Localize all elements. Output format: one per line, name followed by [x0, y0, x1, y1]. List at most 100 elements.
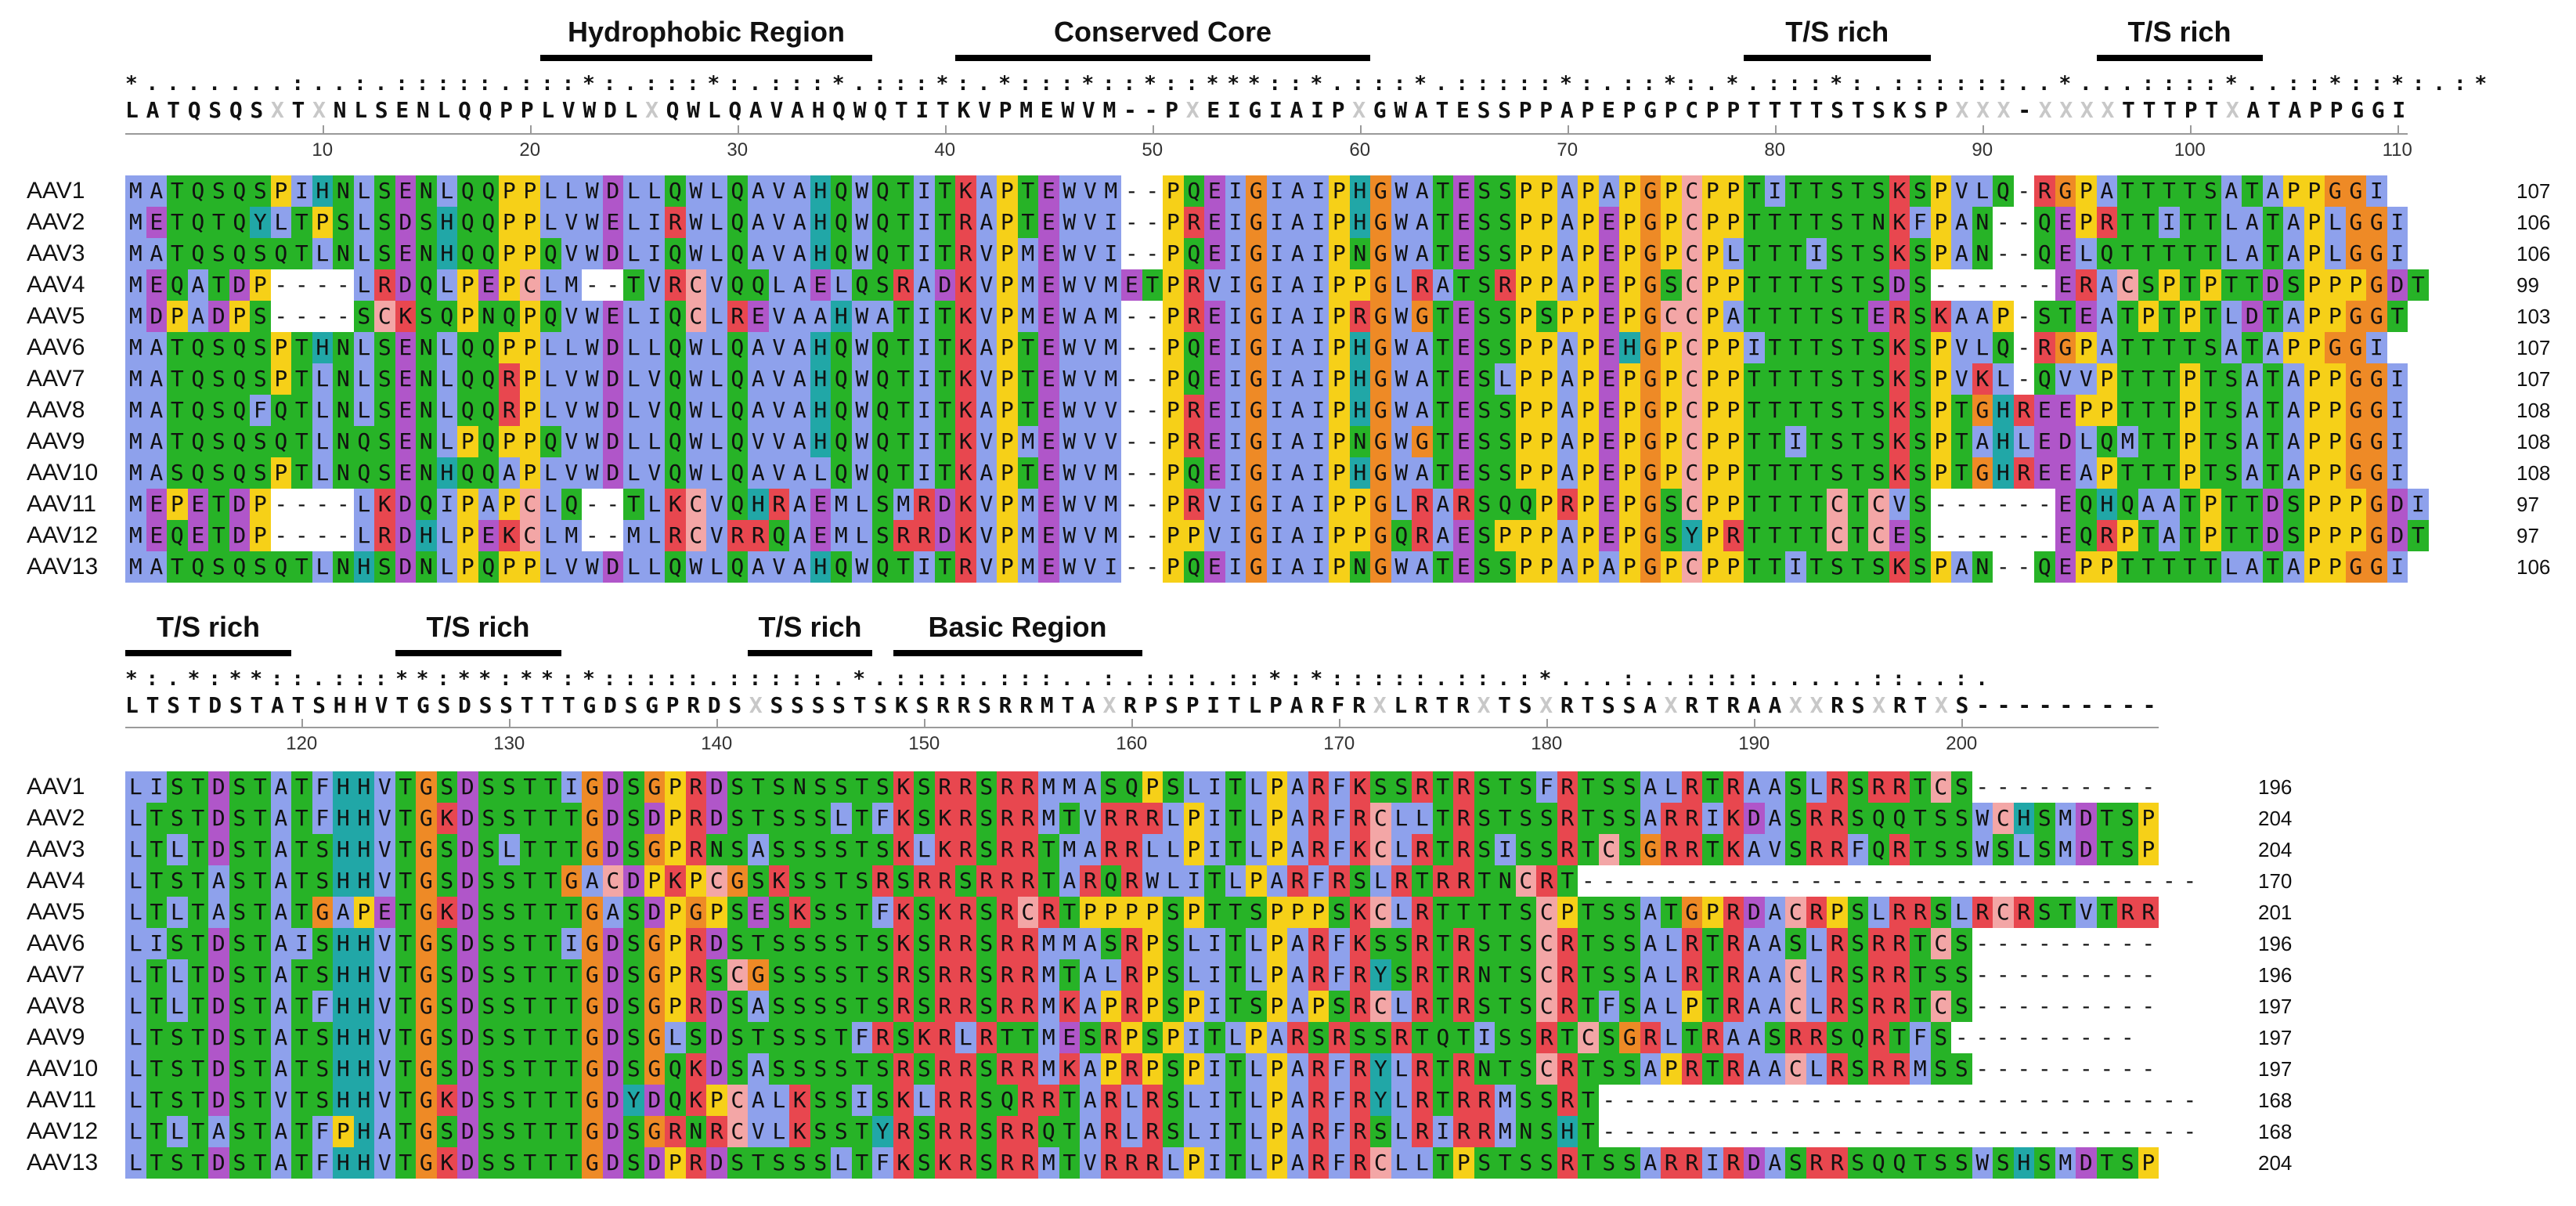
residue: W	[582, 301, 603, 332]
residue: A	[2096, 175, 2117, 207]
residue: L	[312, 363, 333, 395]
residue: A	[2283, 207, 2304, 238]
residue: R	[1100, 1085, 1121, 1116]
residue: A	[748, 1053, 769, 1085]
residue: T	[851, 991, 872, 1022]
residue: Q	[665, 551, 686, 583]
residue: C	[685, 489, 706, 520]
residue: T	[146, 1085, 167, 1116]
consensus-residue: P	[1268, 692, 1290, 718]
residue: A	[2242, 551, 2263, 583]
residue: S	[1827, 395, 1848, 426]
residue: -	[1664, 868, 1678, 894]
residue: -	[2037, 993, 2051, 1019]
residue: -	[2037, 962, 2051, 988]
residue: T	[2262, 301, 2283, 332]
residue: P	[2345, 489, 2366, 520]
residue: S	[1785, 803, 1806, 834]
residue: S	[955, 865, 976, 897]
residue: N	[1349, 551, 1370, 583]
residue: S	[872, 959, 893, 991]
residue: S	[2034, 1147, 2055, 1179]
residue: S	[976, 897, 997, 928]
consensus-residue: L	[125, 97, 146, 123]
residue: L	[125, 1147, 146, 1179]
residue: S	[1515, 928, 1536, 959]
residue: C	[1017, 897, 1038, 928]
residue: L	[644, 489, 665, 520]
residue: L	[125, 1053, 146, 1085]
residue: S	[1515, 897, 1536, 928]
residue: A	[789, 363, 810, 395]
residue: P	[1930, 332, 1951, 363]
residue: S	[2034, 803, 2055, 834]
consensus-residue: P	[1705, 97, 1727, 123]
consensus-sequence: LATQSQSXTXNLSENLQQPPLVWDLXQWLQAVAHQWQTIT…	[125, 97, 2413, 124]
residue: E	[810, 269, 831, 301]
residue: T	[1495, 897, 1516, 928]
residue: R	[2013, 457, 2034, 489]
residue: P	[1661, 238, 1682, 269]
consensus-residue: -	[1997, 692, 2019, 718]
residue: E	[1038, 207, 1059, 238]
consensus-residue: X	[749, 692, 770, 718]
residue: -	[1830, 1087, 1844, 1113]
residue: -	[2120, 930, 2134, 956]
residue: -	[1664, 1087, 1678, 1113]
residue: S	[1163, 1116, 1184, 1147]
consensus-residue: A	[749, 97, 770, 123]
residue: -	[316, 522, 330, 548]
residue: T	[1059, 1116, 1080, 1147]
residue: A	[1640, 991, 1661, 1022]
residue: R	[1453, 991, 1474, 1022]
residue: S	[1827, 1022, 1848, 1053]
residue: -	[1934, 868, 1948, 894]
residue: S	[768, 834, 789, 865]
residue: E	[146, 489, 167, 520]
residue: D	[208, 1022, 229, 1053]
residue: L	[125, 1085, 146, 1116]
consensus-residue: T	[1705, 692, 1727, 718]
residue: T	[519, 897, 540, 928]
residue: L	[353, 175, 374, 207]
residue: T	[1744, 207, 1765, 238]
residue: T	[851, 959, 872, 991]
ruler-tick	[924, 719, 926, 727]
residue: R	[1557, 991, 1578, 1022]
residue: T	[1702, 959, 1723, 991]
residue: I	[1744, 332, 1765, 363]
residue: S	[768, 771, 789, 803]
residue: R	[1183, 301, 1204, 332]
residue: S	[1598, 1147, 1619, 1179]
residue: T	[1764, 269, 1785, 301]
residue: Q	[167, 520, 188, 551]
residue: R	[997, 928, 1018, 959]
residue: Q	[872, 457, 893, 489]
residue: S	[1847, 1053, 1868, 1085]
residue: R	[1017, 1053, 1038, 1085]
residue: -	[2141, 774, 2156, 800]
residue: R	[934, 959, 955, 991]
residue: S	[1163, 959, 1184, 991]
residue: S	[1910, 489, 1931, 520]
residue: M	[125, 207, 146, 238]
residue: Q	[1183, 363, 1204, 395]
residue: S	[250, 238, 271, 269]
residue: R	[1308, 959, 1329, 991]
residue: Q	[831, 426, 852, 457]
residue: L	[1661, 991, 1682, 1022]
residue: A	[270, 771, 291, 803]
residue: -	[1975, 930, 1990, 956]
residue: Q	[478, 426, 499, 457]
residue: W	[582, 175, 603, 207]
residue: S	[1308, 1022, 1329, 1053]
residue: S	[623, 1022, 644, 1053]
residue: S	[1785, 771, 1806, 803]
residue: P	[1723, 457, 1744, 489]
residue: T	[2117, 551, 2138, 583]
residue: S	[2117, 1147, 2138, 1179]
residue: S	[831, 991, 852, 1022]
residue: D	[395, 269, 416, 301]
residue: E	[1453, 363, 1474, 395]
residue: T	[934, 175, 955, 207]
